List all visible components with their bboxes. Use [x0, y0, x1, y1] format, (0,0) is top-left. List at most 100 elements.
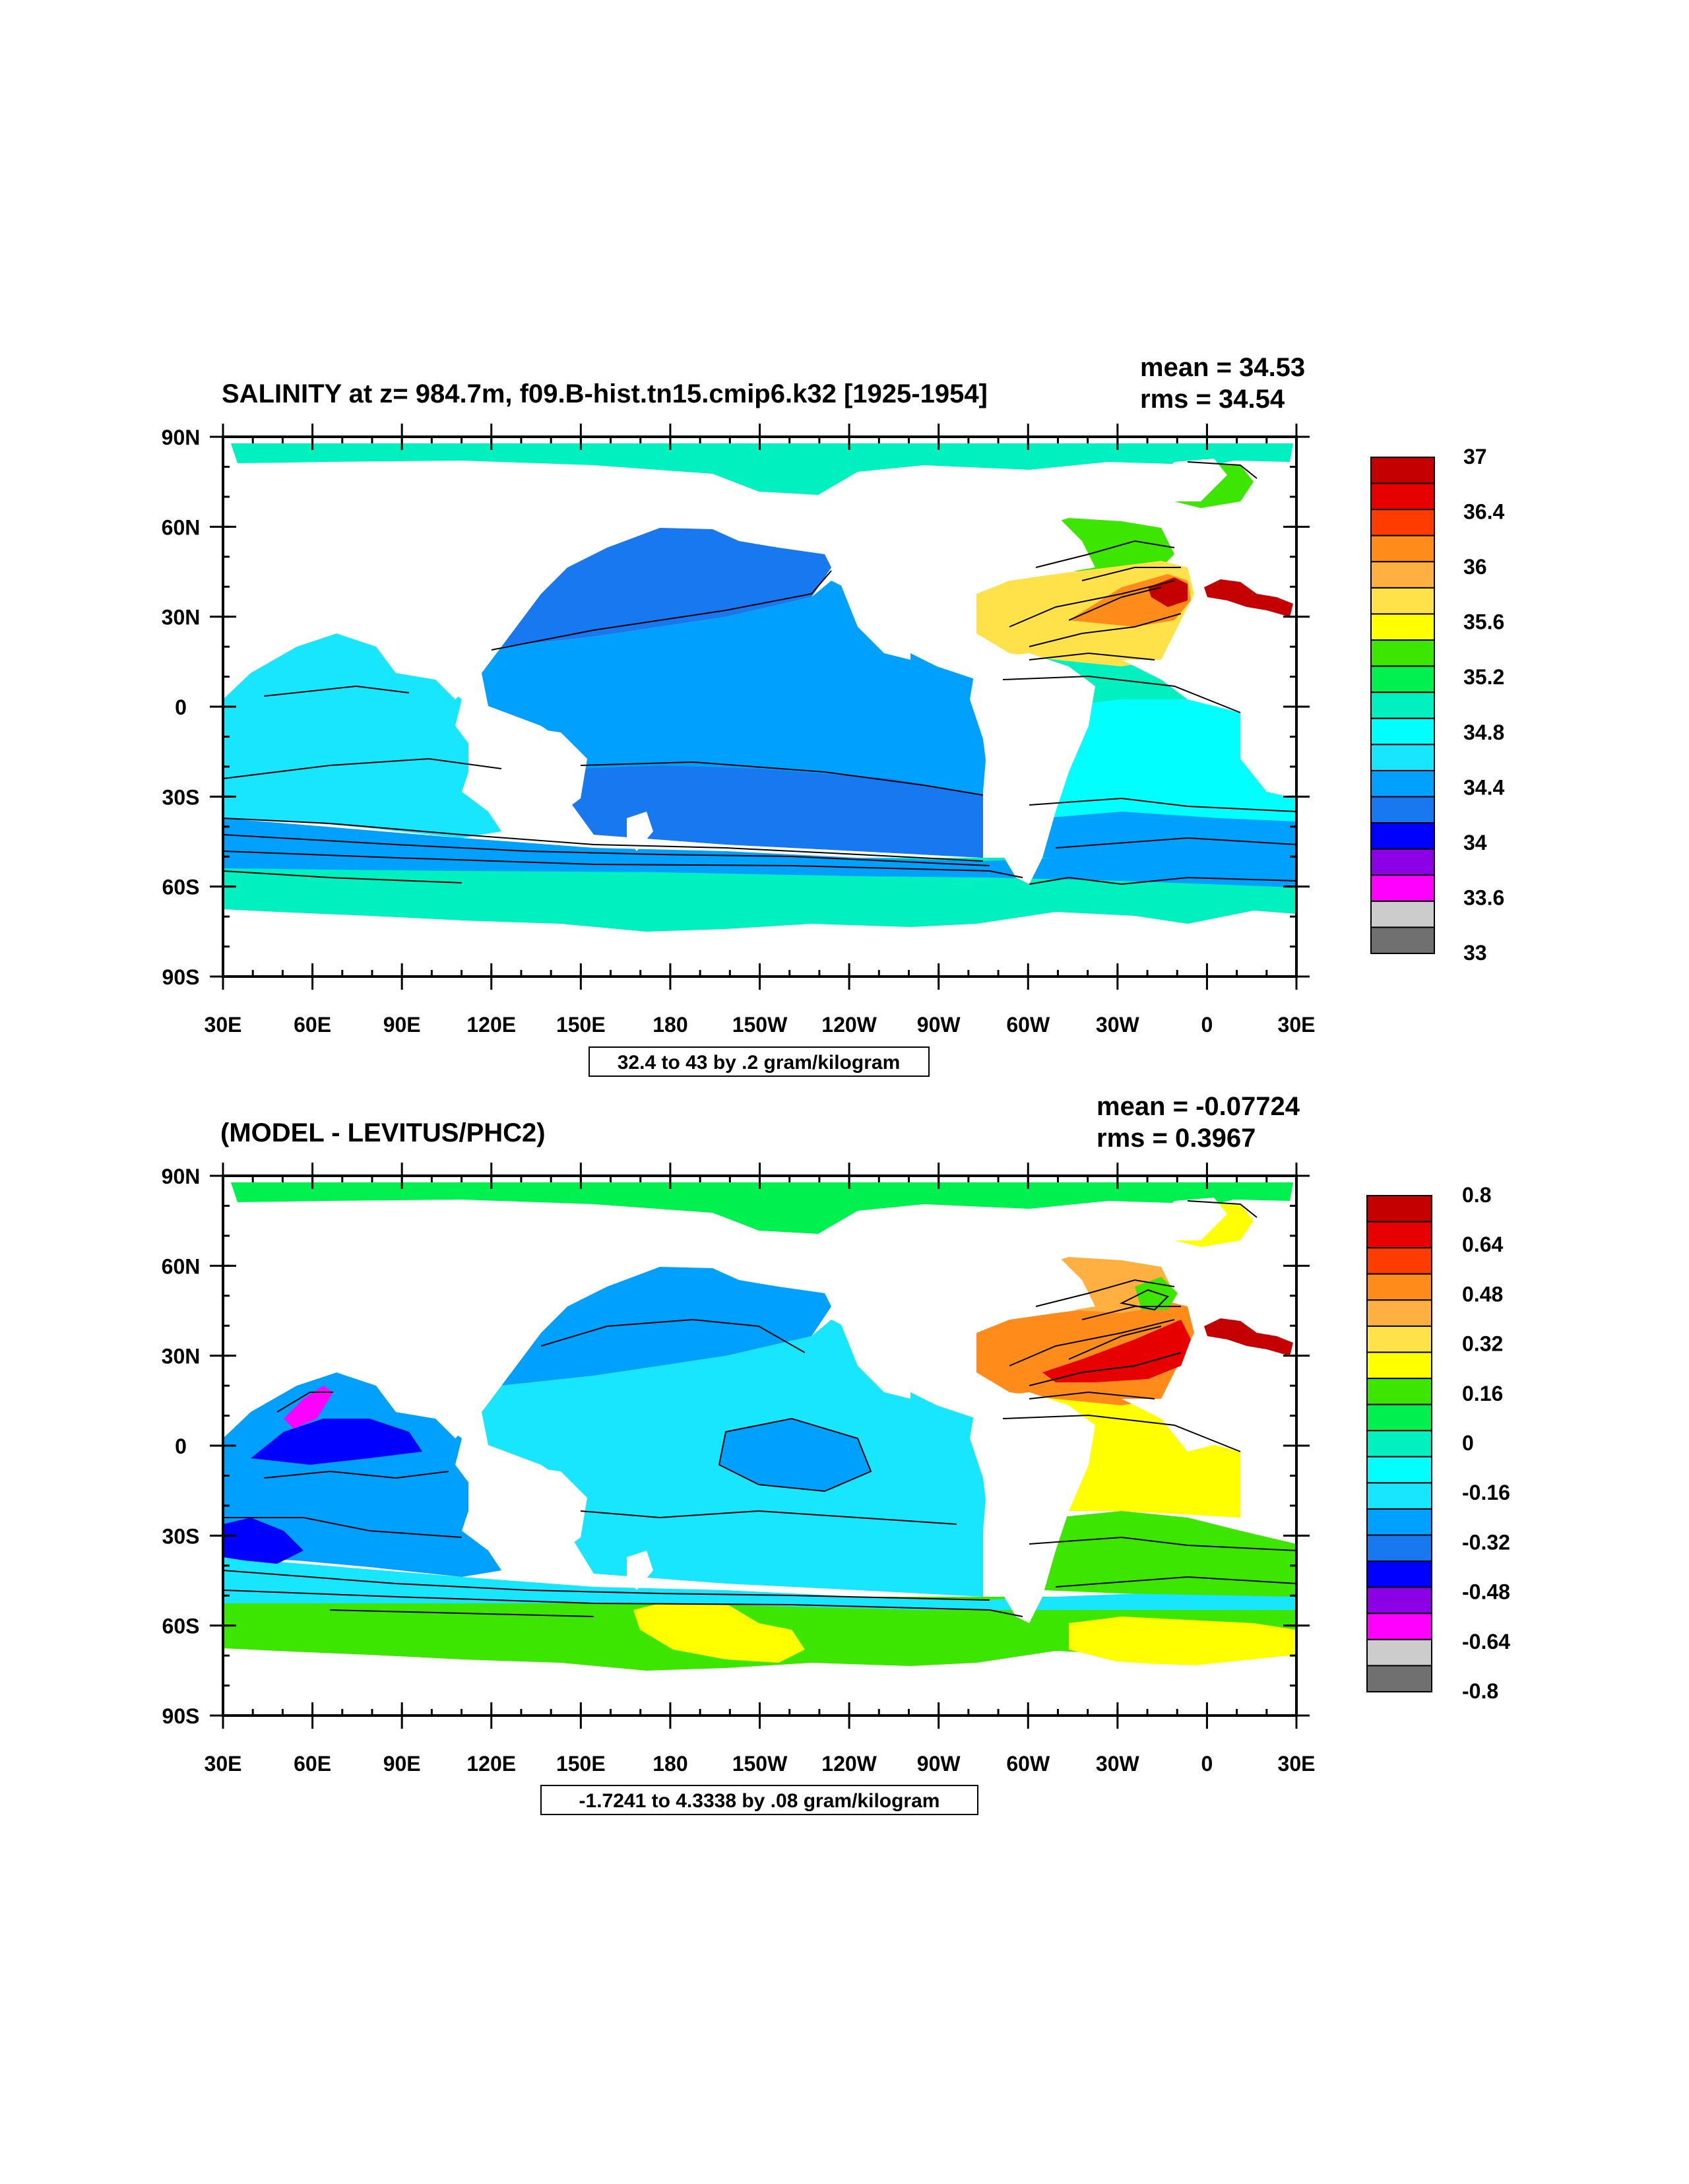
colorbar-swatch	[1370, 509, 1435, 536]
colorbar: 0.8 0.64 0.48 0.32 0.16 0 -0.16 -0.32 -0.48 -0.64…	[1366, 1183, 1510, 1703]
lon-axis: 30E 60E 90E 120E 150E 180 150W 120W 90W 60W 30W 0 30…	[205, 1013, 1316, 1037]
colorbar-label: 34.8	[1463, 721, 1504, 744]
info-box: -1.7241 to 4.3338 by .08 gram/kilogram	[540, 1785, 978, 1815]
lat-label: 90N	[162, 1165, 201, 1188]
field-south-atlantic	[1042, 1511, 1296, 1597]
colorbar-swatch	[1366, 1508, 1432, 1536]
lat-label: 60S	[162, 876, 200, 899]
mean-value: mean = 34.53	[1140, 353, 1305, 382]
lon-label: 150W	[732, 1013, 788, 1037]
colorbar-swatch	[1366, 1247, 1432, 1275]
colorbar-swatch	[1366, 1351, 1432, 1380]
field-south-pacific	[567, 765, 983, 858]
lon-label: 30E	[205, 1013, 242, 1037]
colorbar-swatch	[1370, 665, 1435, 693]
colorbar-swatch	[1370, 587, 1435, 615]
colorbar-label: 35.6	[1463, 610, 1504, 634]
colorbar-swatch	[1366, 1456, 1432, 1484]
colorbar-swatch	[1370, 691, 1435, 719]
lon-label: 120W	[821, 1752, 877, 1776]
colorbar-label: 36.4	[1463, 500, 1504, 524]
colorbar-label: 35.2	[1463, 665, 1504, 689]
colorbar-swatch	[1366, 1299, 1432, 1327]
colorbar-swatch	[1366, 1325, 1432, 1353]
colorbar-label: -0.8	[1462, 1679, 1498, 1703]
lon-label: 120W	[821, 1013, 877, 1037]
colorbar-label: 34	[1463, 831, 1487, 854]
lat-label: 90S	[162, 1704, 200, 1728]
colorbar-swatch	[1370, 534, 1435, 563]
lon-label: 60W	[1006, 1013, 1050, 1037]
lat-axis: 90N 60N 30N 0 30S 60S 90S	[162, 1165, 201, 1728]
lat-label: 90N	[162, 426, 201, 449]
colorbar-label: 33.6	[1463, 885, 1504, 909]
land	[223, 459, 1296, 977]
lon-label: 180	[653, 1013, 687, 1037]
lon-label: 0	[1201, 1752, 1213, 1776]
colorbar-swatch	[1366, 1638, 1432, 1667]
colorbar-swatch	[1366, 1482, 1432, 1510]
lat-label: 30N	[162, 1345, 201, 1368]
lat-label: 90S	[162, 965, 200, 989]
lat-label: 60N	[162, 1254, 201, 1278]
colorbar-label: 0	[1462, 1431, 1474, 1455]
field-southern-ocean-yellow	[633, 1600, 805, 1663]
lon-label: 60W	[1006, 1752, 1050, 1776]
lon-label: 150W	[732, 1752, 788, 1776]
colorbar-label: 33	[1463, 941, 1487, 965]
colorbar-label: 36	[1463, 555, 1487, 579]
lat-label: 30S	[162, 1524, 200, 1548]
lon-label: 150E	[556, 1752, 606, 1776]
lon-axis: 30E 60E 90E 120E 150E 180 150W 120W 90W 60W 30W 0 30…	[205, 1752, 1316, 1776]
rms-value: rms = 34.54	[1140, 385, 1285, 414]
colorbar-swatch	[1366, 1430, 1432, 1458]
colorbar-swatch	[1370, 457, 1435, 484]
colorbar-swatch	[1366, 1613, 1432, 1640]
field-southwest-indian	[223, 1518, 303, 1564]
field-arctic	[231, 1182, 1293, 1234]
lon-label: 0	[1201, 1013, 1213, 1037]
colorbar-swatch	[1370, 874, 1435, 902]
difference-panel: (MODEL - LEVITUS/PHC2) mean = -0.07724 r…	[162, 1092, 1510, 1815]
lon-label: 60E	[294, 1013, 331, 1037]
lon-label: 90W	[917, 1752, 961, 1776]
colorbar-swatch	[1366, 1221, 1432, 1249]
lon-label: 150E	[556, 1013, 606, 1037]
lat-label: 30S	[162, 785, 200, 809]
colorbar-swatch	[1370, 717, 1435, 746]
lat-axis: 90N 60N 30N 0 30S 60S 90S	[162, 426, 201, 989]
colorbar-swatch	[1370, 744, 1435, 771]
field-southern-ocean-yellow-2	[1069, 1617, 1296, 1666]
field-red-sea	[284, 1386, 333, 1429]
lon-label: 120E	[466, 1013, 516, 1037]
contour-info: -1.7241 to 4.3338 by .08 gram/kilogram	[579, 1790, 940, 1812]
lat-label: 30N	[162, 606, 201, 629]
field-arabian-sea	[251, 1419, 422, 1465]
colorbar-label: 0.8	[1462, 1183, 1491, 1207]
rms-value: rms = 0.3967	[1097, 1124, 1256, 1153]
colorbar-swatch	[1366, 1560, 1432, 1588]
field-north-pacific	[501, 1267, 831, 1386]
colorbar-swatch	[1366, 1195, 1432, 1223]
salinity-map	[223, 437, 1296, 977]
contour-info: 32.4 to 43 by .2 gram/kilogram	[618, 1052, 901, 1074]
lat-ticks	[210, 1163, 1310, 1729]
colorbar-swatch	[1370, 926, 1435, 954]
colorbar-swatch	[1370, 613, 1435, 641]
colorbar-swatch	[1370, 561, 1435, 589]
colorbar-swatch	[1370, 796, 1435, 824]
colorbar-label: -0.48	[1462, 1580, 1510, 1604]
lon-label: 30W	[1096, 1752, 1140, 1776]
colorbar-label: -0.64	[1462, 1630, 1510, 1654]
land	[223, 1198, 1296, 1716]
colorbar-swatch	[1366, 1665, 1432, 1693]
lon-label: 90E	[383, 1013, 421, 1037]
field-mediterranean	[1204, 1318, 1293, 1356]
field-north-pacific	[501, 528, 831, 647]
colorbar-label: 0.48	[1462, 1282, 1503, 1306]
lon-label: 30E	[205, 1752, 242, 1776]
mean-value: mean = -0.07724	[1097, 1092, 1300, 1121]
field-mediterranean	[1204, 579, 1293, 617]
colorbar-label: 0.16	[1462, 1382, 1503, 1405]
